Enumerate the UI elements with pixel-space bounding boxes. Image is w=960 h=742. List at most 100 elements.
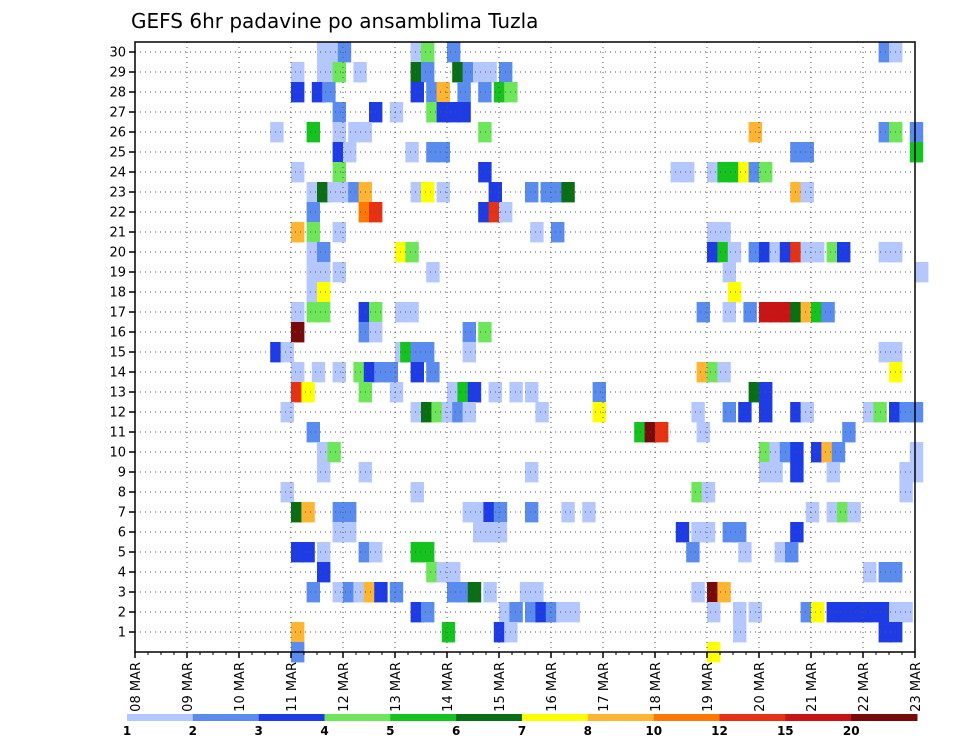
heatmap-cell [311, 362, 326, 383]
heatmap-cell [790, 522, 804, 543]
heatmap-cell [291, 542, 305, 563]
heatmap-cell [431, 402, 445, 423]
heatmap-cell [863, 562, 877, 583]
legend-label: 6 [452, 724, 460, 738]
x-tick-label: 18 MAR [649, 662, 664, 712]
x-axis: 08 MAR 09 MAR 10 MAR 11 MAR 12 MAR 13 MAR 14 M… [129, 652, 924, 712]
heatmap-cell [899, 482, 913, 503]
heatmap-cell [561, 502, 575, 523]
heatmap-cell [343, 502, 357, 523]
heatmap-cell [426, 262, 440, 283]
y-tick-label: 2 [118, 606, 126, 621]
heatmap-cell [280, 482, 294, 503]
legend-swatch [127, 714, 194, 721]
heatmap-cell [701, 482, 716, 503]
y-tick-label: 18 [109, 286, 126, 301]
heatmap-cell [733, 622, 747, 643]
heatmap-cell [301, 542, 315, 563]
heatmap-cell [909, 462, 924, 483]
heatmap-cell [291, 502, 305, 523]
legend-label: 15 [777, 724, 794, 738]
heatmap-cell [389, 382, 404, 403]
heatmap-cell [332, 62, 346, 83]
heatmap-cell [291, 362, 305, 383]
heatmap-cell [306, 242, 320, 263]
y-tick-label: 13 [109, 386, 126, 401]
heatmap-cell [421, 542, 435, 563]
heatmap-cell [291, 62, 305, 83]
heatmap-cell [899, 462, 913, 483]
heatmap-cell [291, 82, 305, 103]
heatmap-cell [769, 442, 783, 463]
heatmap-cell [826, 242, 840, 263]
y-axis: 1234567891011121314151617181920212223242… [109, 46, 135, 641]
heatmap-cell [426, 82, 440, 103]
heatmap-cell [800, 402, 814, 423]
heatmap-cell [769, 302, 783, 323]
heatmap-cell [426, 562, 440, 583]
heatmap-cell [525, 182, 539, 203]
heatmap-cell [842, 422, 856, 443]
heatmap-cell [909, 402, 924, 423]
heatmap-cell [727, 162, 742, 183]
y-tick-label: 8 [118, 486, 126, 501]
heatmap-cell [701, 522, 716, 543]
heatmap-cell [280, 342, 294, 363]
heatmap-cell [551, 182, 565, 203]
heatmap-cell [317, 62, 331, 83]
heatmap-cell [410, 182, 424, 203]
heatmap-cell [779, 242, 794, 263]
x-tick-label: 19 MAR [701, 662, 716, 712]
heatmap-cell [681, 162, 695, 183]
heatmap-cell [717, 242, 731, 263]
heatmap-cell [790, 462, 804, 483]
heatmap-cell [452, 62, 466, 83]
heatmap-cell [327, 42, 341, 63]
heatmap-cell [462, 402, 476, 423]
heatmap-cell [525, 502, 539, 523]
heatmap-cell [441, 622, 456, 643]
heatmap-cell [327, 442, 341, 463]
heatmap-cell [800, 142, 814, 163]
heatmap-cell [270, 122, 284, 143]
legend-swatch [785, 714, 852, 721]
heatmap-cell [738, 542, 752, 563]
heatmap-cell [790, 442, 804, 463]
legend-swatch [522, 714, 589, 721]
heatmap-cell [857, 602, 872, 623]
heatmap-cell [389, 102, 404, 123]
chart-title: GEFS 6hr padavine po ansamblima Tuzla [131, 9, 538, 33]
heatmap-cell [436, 182, 450, 203]
heatmap-cell [462, 502, 476, 523]
heatmap-cell [332, 222, 346, 243]
heatmap-cell [909, 142, 924, 163]
x-tick-label: 10 MAR [233, 662, 248, 712]
x-tick-label: 22 MAR [857, 662, 872, 712]
heatmap-cell [421, 42, 435, 63]
heatmap-cell [722, 402, 736, 423]
heatmap-cell [545, 602, 560, 623]
heatmap-cell [899, 402, 913, 423]
heatmap-cell [915, 262, 929, 283]
heatmap-cell [291, 622, 305, 643]
heatmap-cell [530, 222, 544, 243]
x-tick-label: 17 MAR [597, 662, 612, 712]
y-tick-label: 7 [118, 506, 126, 521]
heatmap-cell [535, 602, 549, 623]
x-tick-label: 13 MAR [389, 662, 404, 712]
y-tick-label: 20 [109, 246, 126, 261]
heatmap-cell [722, 522, 736, 543]
heatmap-cell [447, 42, 461, 63]
y-tick-label: 1 [118, 626, 126, 641]
heatmap-cell [691, 522, 705, 543]
heatmap-cell [426, 102, 440, 123]
heatmap-cell [691, 582, 705, 603]
heatmap-cell [291, 222, 305, 243]
heatmap-cell [436, 142, 450, 163]
heatmap-cell [717, 162, 731, 183]
y-tick-label: 4 [118, 566, 126, 581]
heatmap-cell [738, 402, 752, 423]
heatmap-cell [473, 62, 487, 83]
heatmap-cell [270, 342, 284, 363]
